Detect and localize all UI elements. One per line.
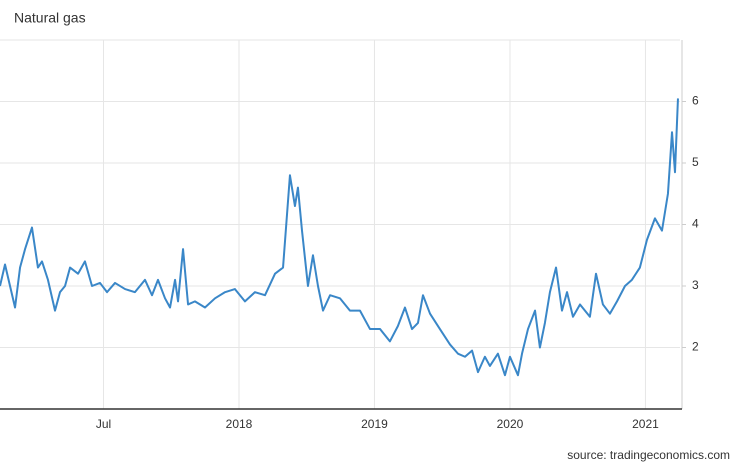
price-line	[0, 98, 679, 377]
y-tick-label: 4	[692, 217, 699, 231]
y-tick-label: 6	[692, 94, 699, 108]
x-tick-label: Jul	[96, 417, 111, 431]
x-tick-label: 2020	[497, 417, 524, 431]
x-tick-label: 2021	[632, 417, 659, 431]
y-tick-label: 2	[692, 340, 699, 354]
chart-title: Natural gas	[14, 10, 86, 26]
y-tick-label: 3	[692, 278, 699, 292]
y-tick-label: 5	[692, 155, 699, 169]
source: source: tradingeconomics.com	[567, 448, 730, 462]
x-tick-label: 2018	[226, 417, 253, 431]
x-tick-label: 2019	[361, 417, 388, 431]
